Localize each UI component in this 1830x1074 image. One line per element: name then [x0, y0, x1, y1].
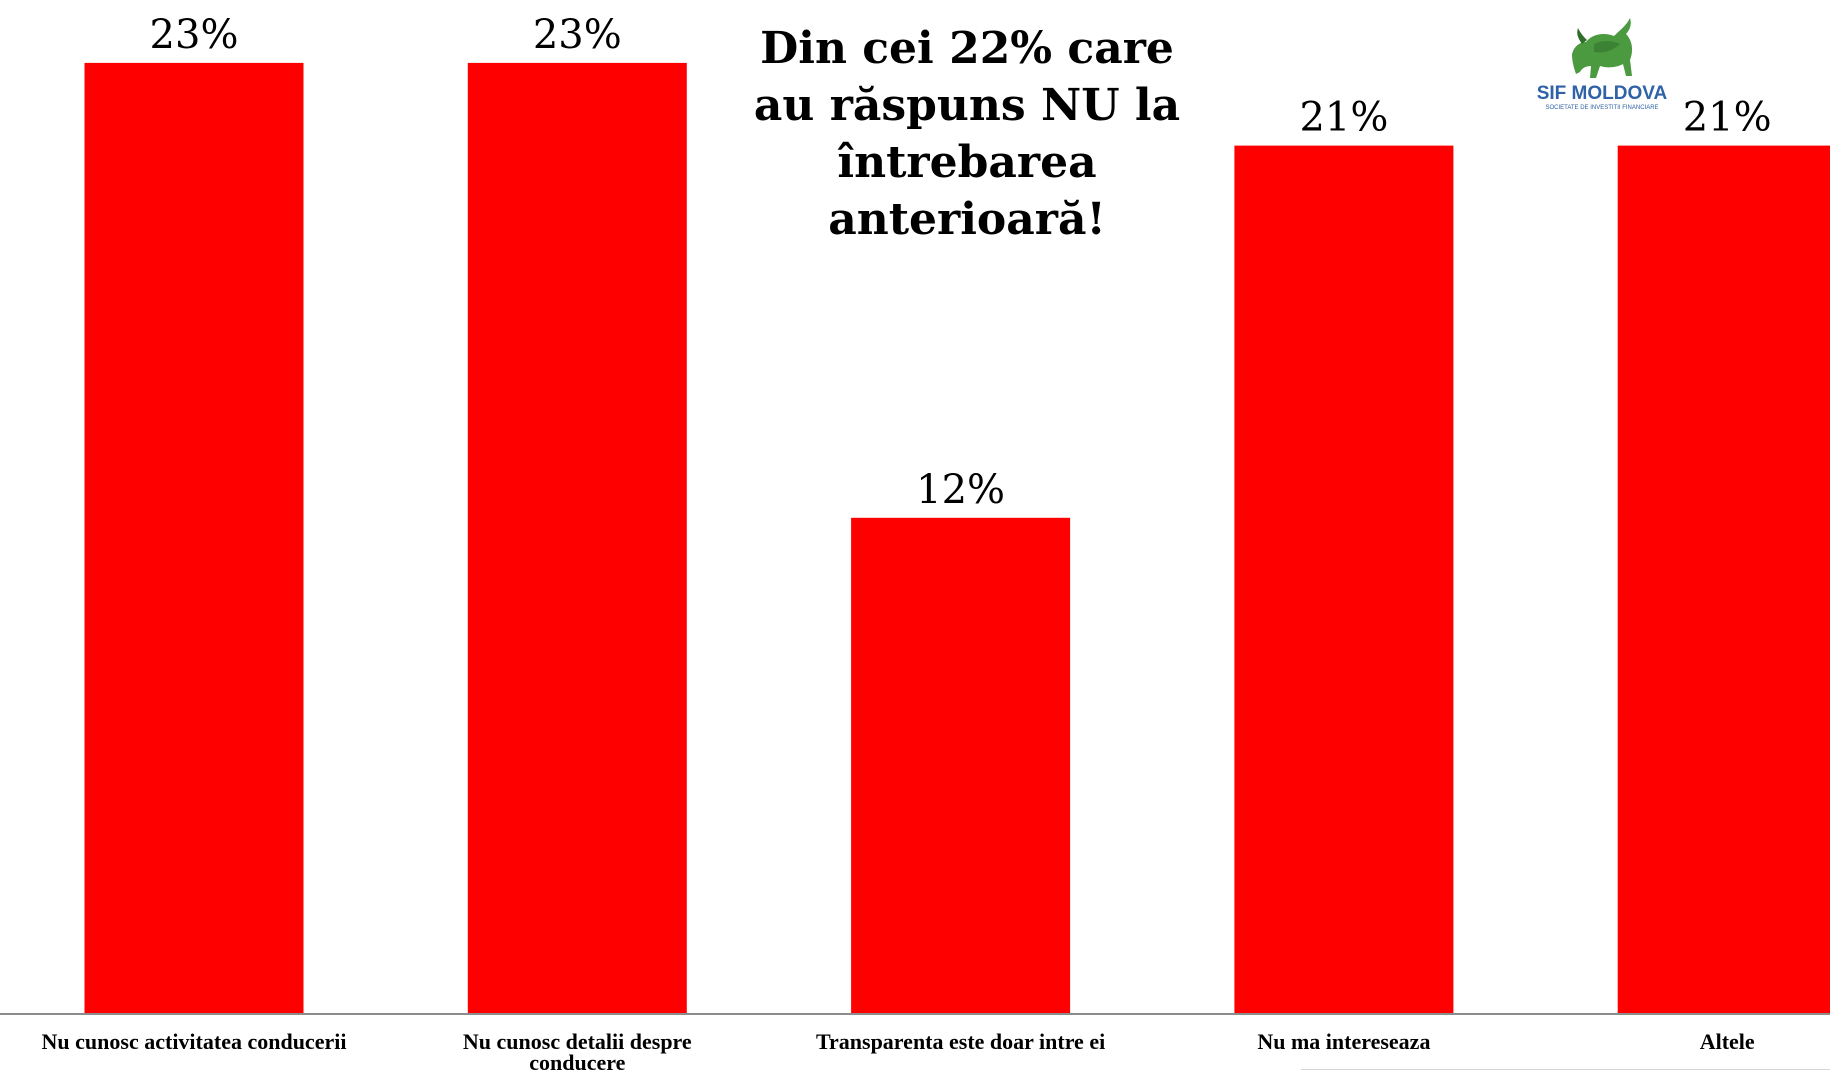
- bar-1: [84, 62, 304, 1014]
- category-label-3: Transparenta este doar intre ei: [815, 1029, 1106, 1054]
- chart-title: Din cei 22% care au răspuns NU la întreb…: [753, 23, 1181, 245]
- sif-moldova-logo: SIF MOLDOVA SOCIETATE DE INVESTITII FINA…: [1534, 10, 1670, 112]
- category-label-4: Nu ma intereseaza: [1257, 1029, 1431, 1054]
- data-label-4: 21%: [1299, 95, 1388, 141]
- data-label-5: 21%: [1683, 95, 1772, 141]
- category-label-1: Nu cunosc activitatea conducerii: [41, 1029, 347, 1054]
- data-label-2: 23%: [533, 12, 622, 58]
- bull-icon: [1572, 18, 1633, 78]
- bar-2: [467, 62, 687, 1014]
- logo-tagline: SOCIETATE DE INVESTITII FINANCIARE: [1545, 105, 1659, 111]
- logo-name: SIF MOLDOVA: [1536, 83, 1668, 104]
- data-label-3: 12%: [916, 467, 1005, 513]
- bull-icon-horn: [1577, 28, 1587, 44]
- data-label-1: 23%: [150, 12, 239, 58]
- bull-icon-shade: [1594, 41, 1620, 53]
- bar-4: [1234, 145, 1454, 1015]
- category-label-5: Altele: [1699, 1029, 1755, 1054]
- bar-5: [1617, 145, 1830, 1015]
- data-labels-group: 23% 23% 12% 21% 21%: [150, 12, 1772, 513]
- bars-group: [84, 62, 1830, 1015]
- bar-3: [851, 517, 1071, 1014]
- footer-divider: [1301, 1069, 1830, 1070]
- category-label-2: Nu cunosc detalii despre conducere: [462, 1029, 692, 1074]
